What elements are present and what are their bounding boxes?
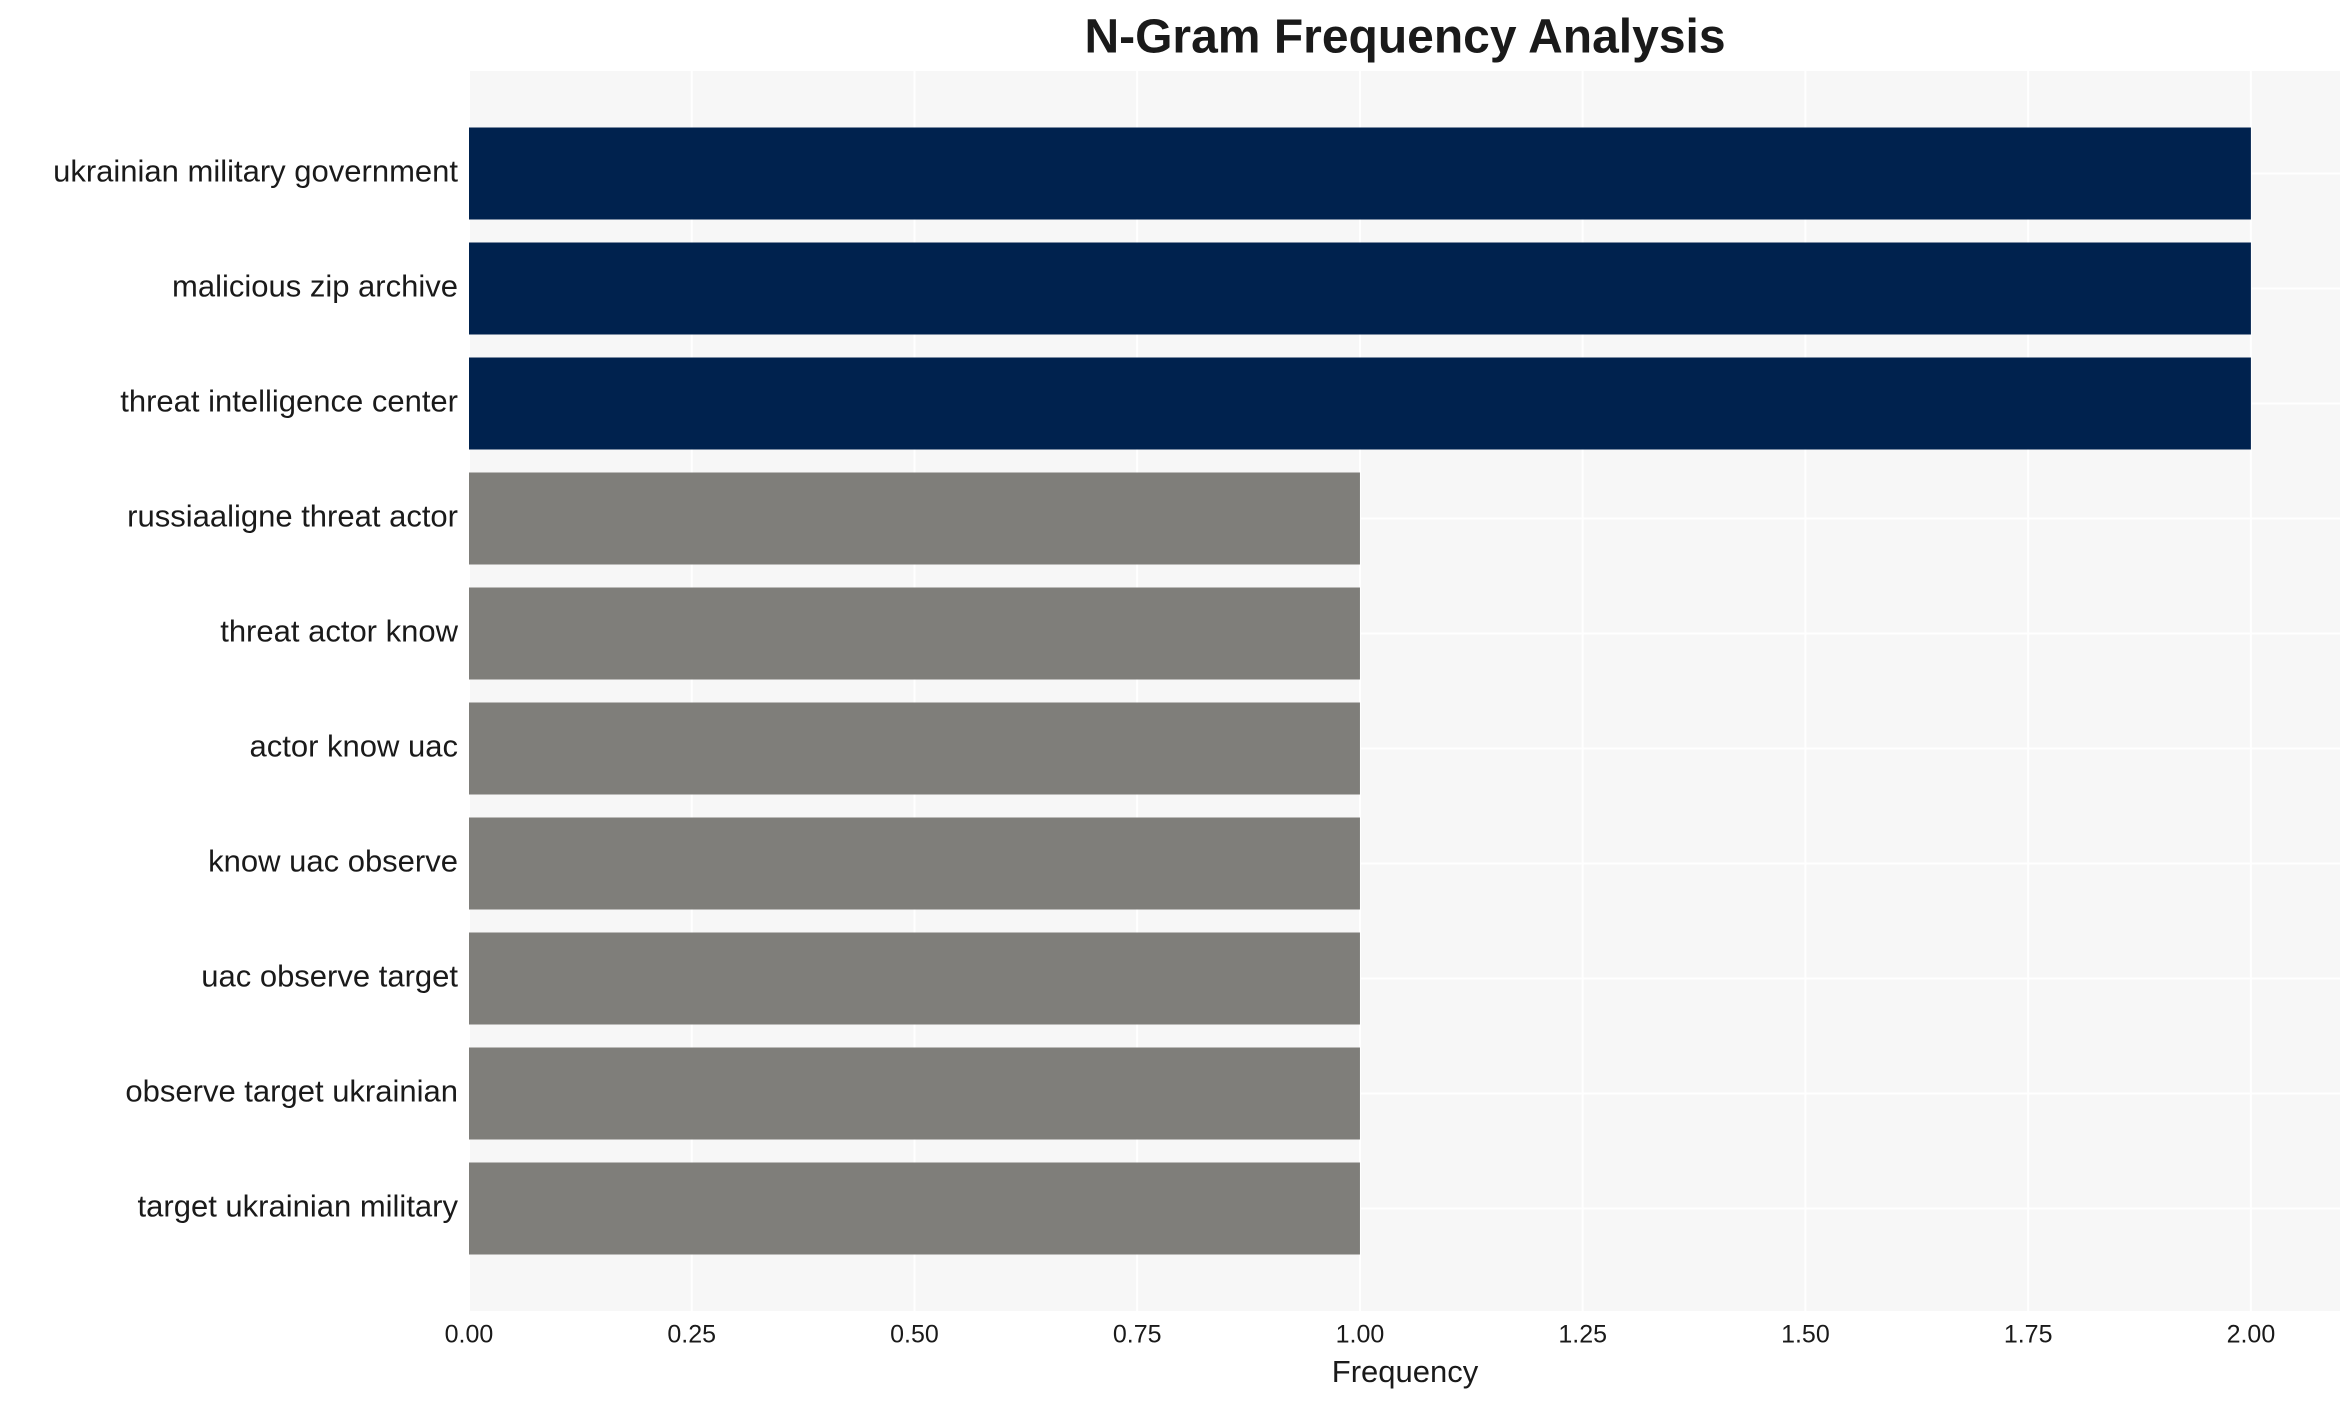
y-tick-label: observe target ukrainian [125,1074,458,1109]
bar [469,357,2251,450]
y-tick-label: uac observe target [201,959,458,994]
y-tick-label: russiaaligne threat actor [127,499,458,534]
bar [469,127,2251,220]
y-tick-label: know uac observe [208,844,458,879]
bar [469,1162,1360,1255]
y-tick-label: threat intelligence center [120,384,458,419]
x-tick-label: 0.25 [667,1321,716,1349]
x-tick-label: 1.75 [2004,1321,2053,1349]
y-tick-label: threat actor know [220,614,458,649]
x-tick-label: 0.00 [445,1321,494,1349]
x-tick-label: 0.75 [1113,1321,1162,1349]
bar [469,932,1360,1025]
x-tick-label: 0.50 [890,1321,939,1349]
x-axis-label: Frequency [1332,1354,1479,1389]
bar [469,817,1360,910]
x-tick-label: 1.50 [1781,1321,1830,1349]
x-tick-label: 1.25 [1558,1321,1607,1349]
y-tick-label: target ukrainian military [138,1189,459,1224]
bar [469,1047,1360,1140]
bar [469,472,1360,565]
x-tick-label: 1.00 [1336,1321,1385,1349]
y-tick-label: malicious zip archive [172,269,458,304]
bar [469,702,1360,795]
y-tick-label: ukrainian military government [53,154,458,189]
bar [469,242,2251,335]
y-tick-label: actor know uac [250,729,459,764]
x-tick-label: 2.00 [2227,1321,2276,1349]
bar [469,587,1360,680]
chart-title: N-Gram Frequency Analysis [1084,11,1725,64]
